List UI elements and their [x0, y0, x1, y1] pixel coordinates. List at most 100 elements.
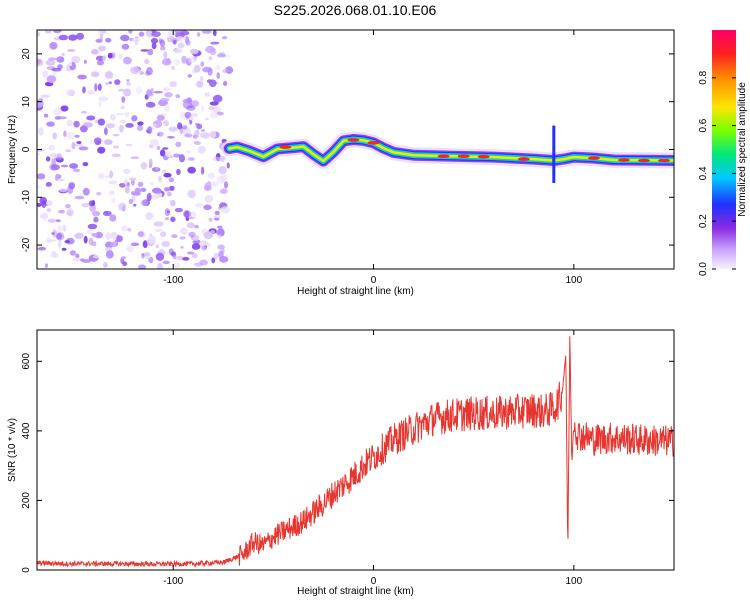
noise-blob — [104, 127, 108, 136]
noise-blob — [209, 112, 218, 119]
noise-blob — [186, 216, 194, 219]
noise-blob — [161, 241, 170, 247]
noise-blob — [175, 141, 182, 147]
noise-blob — [40, 94, 50, 98]
noise-blob — [171, 66, 175, 70]
noise-blob — [46, 75, 57, 83]
noise-blob — [76, 32, 84, 40]
noise-blob — [110, 113, 116, 121]
noise-blob — [86, 229, 94, 235]
noise-blob — [213, 252, 219, 260]
noise-blob — [132, 192, 141, 196]
noise-blob — [200, 105, 205, 112]
noise-blob — [181, 55, 187, 64]
noise-blob — [109, 214, 117, 222]
noise-blob — [155, 244, 159, 249]
noise-blob — [173, 48, 183, 54]
noise-blob — [169, 81, 177, 88]
noise-blob — [164, 104, 170, 113]
noise-blob — [185, 150, 192, 154]
noise-blob — [187, 157, 195, 161]
noise-blob — [200, 75, 204, 82]
noise-blob — [116, 235, 123, 243]
noise-blob — [129, 177, 137, 181]
noise-blob — [105, 232, 111, 241]
noise-blob — [148, 158, 153, 167]
noise-blob — [150, 37, 159, 44]
noise-blob — [168, 126, 178, 132]
noise-blob — [201, 30, 212, 34]
noise-blob — [57, 225, 63, 234]
top-x-axis-label: Height of straight line (km) — [297, 286, 414, 297]
noise-blob — [52, 69, 58, 78]
noise-blob — [138, 31, 145, 37]
noise-blob — [213, 214, 221, 219]
top-y-axis-label: Frequency (Hz) — [7, 115, 18, 184]
noise-blob — [105, 38, 112, 43]
noise-blob — [145, 212, 154, 221]
noise-blob — [54, 174, 59, 182]
noise-blob — [121, 96, 126, 103]
ridge-peak — [477, 154, 490, 159]
noise-blob — [108, 180, 118, 185]
noise-blob — [200, 129, 206, 132]
noise-blob — [155, 167, 159, 171]
noise-blob — [44, 30, 52, 34]
top-x-tick-label: 0 — [371, 275, 377, 286]
noise-blob — [63, 130, 67, 137]
noise-blob — [91, 49, 99, 55]
noise-blob — [96, 60, 105, 66]
colorbar-tick-label: 0.8 — [698, 70, 709, 84]
noise-blob — [222, 69, 229, 74]
noise-blob — [73, 120, 80, 128]
noise-blob — [219, 155, 226, 162]
noise-blob — [48, 144, 56, 151]
noise-blob — [193, 141, 201, 146]
noise-blob — [156, 190, 161, 194]
noise-blob — [45, 182, 52, 187]
noise-blob — [82, 86, 86, 94]
noise-blob — [124, 178, 128, 187]
noise-blob — [226, 162, 230, 169]
ridge-peak — [347, 138, 360, 142]
noise-blob — [214, 210, 220, 216]
noise-blob — [177, 122, 183, 130]
noise-blob — [81, 259, 92, 263]
colorbar-ticks: 0.0 0.2 0.4 0.6 0.8 — [698, 70, 736, 276]
noise-blob — [153, 90, 163, 94]
bottom-y-tick-label: 200 — [21, 492, 32, 509]
top-y-tick-label: 0 — [21, 146, 32, 152]
noise-blob — [158, 176, 162, 182]
noise-blob — [69, 250, 76, 256]
noise-blob — [37, 153, 41, 156]
noise-blob — [209, 101, 219, 106]
noise-blob — [207, 67, 213, 76]
noise-blob — [134, 187, 141, 195]
noise-blob — [221, 36, 228, 40]
noise-blob — [160, 231, 167, 237]
noise-blob — [97, 45, 107, 52]
noise-blob — [91, 210, 101, 217]
noise-blob — [37, 202, 42, 207]
noise-blob — [38, 97, 44, 103]
noise-blob — [71, 55, 81, 64]
noise-blob — [55, 219, 61, 223]
bottom-y-tick-label: 600 — [21, 353, 32, 370]
noise-blob — [90, 71, 100, 78]
noise-blob — [110, 241, 118, 248]
noise-blob — [205, 242, 212, 248]
noise-blob — [188, 231, 196, 238]
noise-blob — [44, 263, 49, 268]
noise-blob — [137, 121, 144, 126]
colorbar-gradient — [712, 30, 736, 269]
noise-blob — [58, 178, 65, 182]
noise-blob — [197, 32, 201, 37]
noise-blob — [120, 256, 127, 260]
noise-blob — [163, 87, 168, 91]
noise-blob — [219, 174, 228, 181]
noise-blob — [186, 222, 195, 229]
noise-blob — [39, 196, 47, 205]
noise-blob — [120, 34, 130, 42]
noise-blob — [203, 231, 213, 240]
